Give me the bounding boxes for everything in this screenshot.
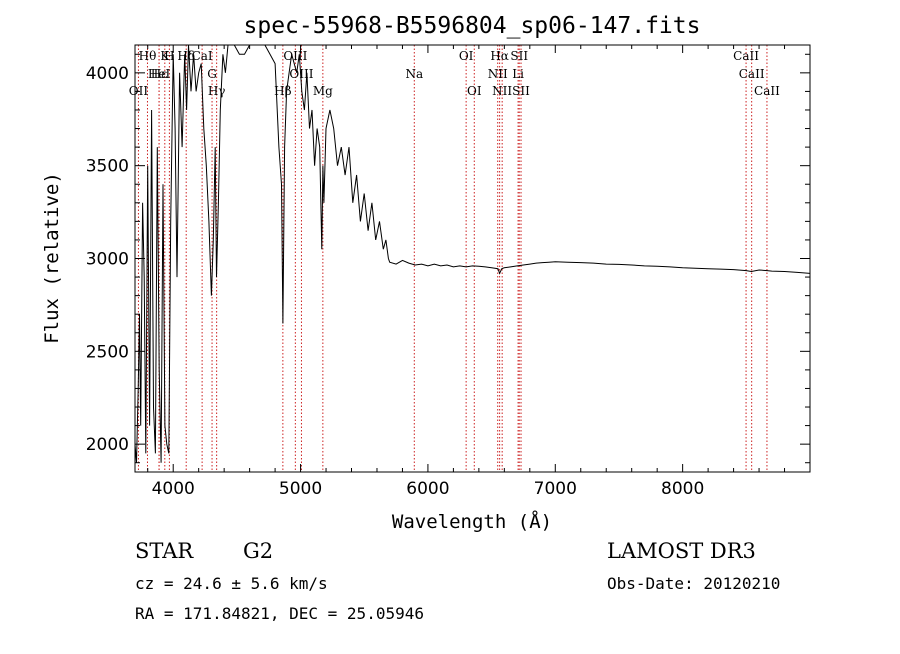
spectral-line-label: OI [459, 49, 474, 63]
y-tick-label: 4000 [86, 64, 129, 84]
x-tick-label: 7000 [534, 479, 577, 499]
series-group [134, 44, 811, 463]
redshift-value: cz = 24.6 ± 5.6 km/s [135, 574, 328, 593]
spectral-line-label: Hδ [177, 49, 195, 63]
y-axis-label: Flux (relative) [41, 172, 63, 344]
axis-ticks: 4000 5000 6000 7000 8000 2000 2500 3000 3500 4000 [86, 45, 810, 499]
survey-name: LAMOST DR3 [607, 539, 756, 563]
spectral-line-label: OIII [283, 49, 307, 63]
spectral-line-label: Hε [151, 67, 168, 81]
spectral-line-label: OIII [289, 67, 313, 81]
spectral-line-label: Hθ [139, 49, 157, 63]
spectral-line-label: Hα [490, 49, 509, 63]
spectral-line-label: CaII [739, 67, 765, 81]
sky-coordinates: RA = 171.84821, DEC = 25.05946 [135, 604, 424, 623]
x-tick-label: 5000 [279, 479, 322, 499]
x-tick-label: 8000 [661, 479, 704, 499]
spectral-line-label: K [160, 49, 170, 63]
spectral-line-label: Li [512, 67, 524, 81]
spectral-line-markers [137, 45, 768, 472]
y-tick-label: 2000 [86, 435, 129, 455]
y-tick-label: 3500 [86, 157, 129, 177]
spectral-line-label: OI [467, 84, 482, 98]
plot-frame [134, 44, 811, 473]
spectral-line-label: Na [405, 67, 423, 81]
object-subclass: G2 [243, 539, 273, 563]
chart-title: spec-55968-B5596804_sp06-147.fits [244, 13, 701, 39]
spectral-line-label: Mg [313, 84, 333, 98]
x-tick-label: 4000 [152, 479, 195, 499]
spectral-line-label: SII [510, 49, 528, 63]
spectral-line-label: Hγ [208, 84, 226, 98]
spectral-line-label: G [207, 67, 217, 81]
spectral-line-label: CaII [754, 84, 780, 98]
x-axis-label: Wavelength (Å) [392, 510, 552, 533]
spectral-line-label: CaI [192, 49, 213, 63]
spectral-line-label: NII [488, 67, 508, 81]
spectral-line-label: SII [512, 84, 530, 98]
spectral-line-label: HeI [148, 67, 171, 81]
spectral-line-label: NII [492, 84, 512, 98]
spectral-line-label: H [164, 49, 174, 63]
object-class: STAR [135, 539, 194, 563]
observation-date: Obs-Date: 20120210 [607, 574, 780, 593]
spectral-line-label: CaII [733, 49, 759, 63]
y-tick-label: 2500 [86, 342, 129, 362]
x-tick-label: 6000 [406, 479, 449, 499]
y-tick-label: 3000 [86, 250, 129, 270]
series-flux-line [134, 44, 811, 463]
